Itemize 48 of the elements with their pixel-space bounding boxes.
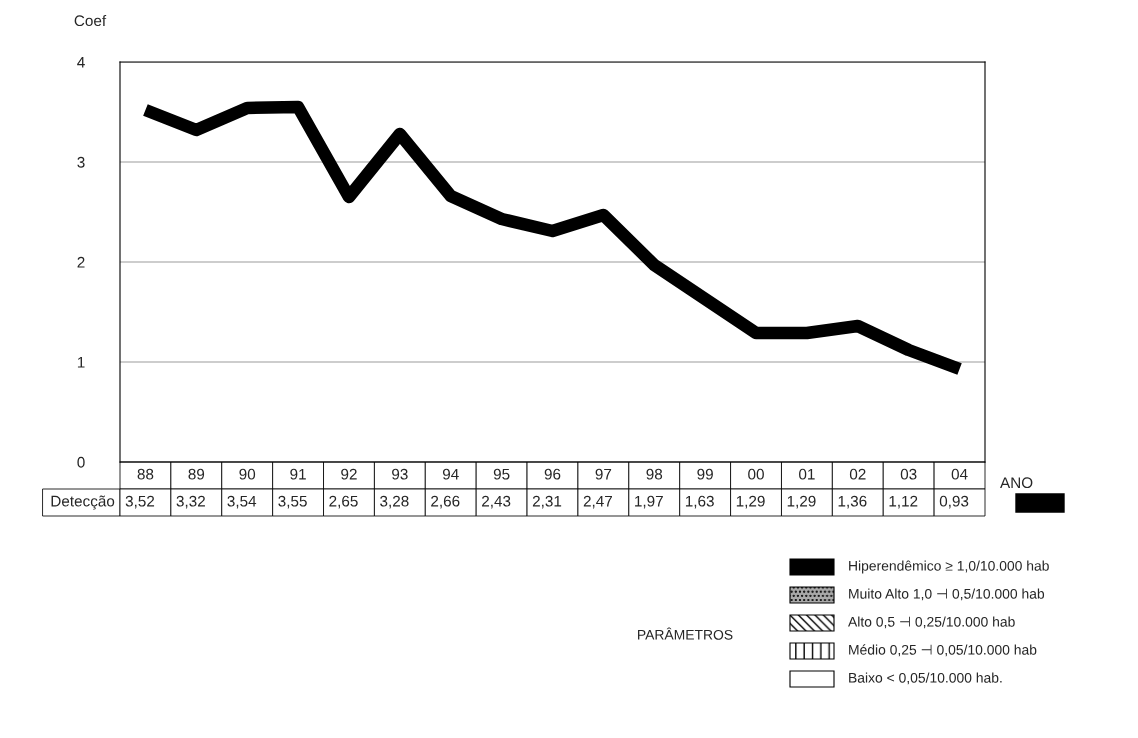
x-tick-label: 04 bbox=[951, 468, 968, 480]
x-tick-label: 93 bbox=[392, 468, 408, 480]
x-tick-label: 99 bbox=[697, 468, 713, 480]
x-tick-label: 92 bbox=[341, 468, 357, 480]
data-label: 2,47 bbox=[583, 495, 612, 509]
x-tick-label: 02 bbox=[849, 468, 866, 480]
x-tick-label: 97 bbox=[595, 468, 612, 480]
data-label: 1,63 bbox=[685, 495, 714, 509]
x-tick-label: 95 bbox=[493, 468, 510, 480]
y-tick-label: 4 bbox=[77, 57, 85, 68]
text: PARÂMETROS bbox=[638, 627, 733, 640]
y-tick-label: 1 bbox=[77, 357, 85, 368]
text: Muito Alto 1,0 ⊣ 0,5/10.000 hab bbox=[849, 588, 1045, 601]
x-tick-label: 94 bbox=[442, 468, 459, 480]
data-label: 0,93 bbox=[939, 495, 969, 509]
y-tick-label: 0 bbox=[77, 456, 85, 468]
x-tick-label: 98 bbox=[646, 468, 663, 480]
data-label: 2,31 bbox=[532, 495, 562, 509]
text: Médio 0,25 ⊣ 0,05/10.000 hab bbox=[849, 644, 1037, 657]
x-tick-label: 91 bbox=[290, 468, 306, 480]
text: Hiperendêmico ≥ 1,0/10.000 hab bbox=[849, 560, 1049, 574]
text: Alto 0,5 ⊣ 0,25/10.000 hab bbox=[848, 616, 1015, 629]
text: Baixo < 0,05/10.000 hab. bbox=[849, 672, 1002, 685]
y-tick-label: 3 bbox=[77, 156, 85, 168]
data-label: 3,32 bbox=[176, 495, 205, 509]
data-label: 2,65 bbox=[329, 495, 358, 509]
data-label: 2,66 bbox=[431, 495, 460, 509]
data-label: 3,28 bbox=[380, 495, 409, 509]
x-tick-label: 00 bbox=[748, 468, 764, 480]
data-label: 3,54 bbox=[227, 495, 257, 509]
x-tick-label: 03 bbox=[900, 468, 917, 480]
legend-label: Detecção bbox=[51, 495, 115, 510]
x-axis-title: ANO bbox=[1000, 477, 1033, 489]
data-label: 3,55 bbox=[278, 495, 307, 509]
data-label: 1,29 bbox=[787, 495, 816, 509]
y-tick-label: 2 bbox=[77, 256, 85, 268]
x-tick-label: 89 bbox=[188, 468, 205, 480]
data-label: 2,43 bbox=[482, 495, 511, 509]
data-label: 1,12 bbox=[889, 495, 918, 509]
data-label: 1,97 bbox=[635, 495, 663, 509]
data-label: 1,29 bbox=[736, 495, 765, 509]
data-label: 3,52 bbox=[125, 495, 155, 509]
data-label: 1,36 bbox=[838, 495, 867, 509]
x-tick-label: 01 bbox=[799, 468, 815, 480]
x-tick-label: 96 bbox=[544, 468, 561, 480]
y-axis-title: Coef bbox=[74, 14, 107, 27]
x-tick-label: 90 bbox=[239, 468, 256, 480]
x-tick-label: 88 bbox=[137, 468, 154, 480]
